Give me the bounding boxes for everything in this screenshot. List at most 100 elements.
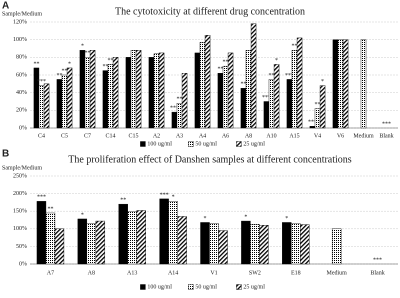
x-tick-label: C5 [61, 133, 68, 139]
bar [332, 39, 339, 129]
bar [199, 42, 206, 129]
y-tick-label: 150% [13, 209, 27, 215]
significance-marker: ** [240, 82, 246, 88]
legend-swatch [236, 284, 242, 290]
bar [168, 201, 178, 265]
bar [61, 74, 68, 129]
bar [33, 67, 40, 129]
bar [296, 37, 303, 129]
bar [331, 228, 342, 265]
bar [95, 220, 106, 265]
bar [250, 224, 260, 265]
significance-marker: ** [217, 67, 223, 73]
bar [43, 83, 50, 129]
bar [177, 216, 187, 265]
bar [291, 223, 301, 265]
x-tick-label: Blank [379, 133, 393, 139]
significance-marker: *** [37, 79, 46, 85]
significance-marker: * [68, 61, 71, 67]
legend-label: 100 ug/ml [147, 141, 172, 147]
significance-marker: ** [108, 58, 114, 64]
legend-label: 50 ug/ml [195, 284, 217, 290]
bar [153, 53, 160, 129]
bar [194, 52, 201, 129]
bar [241, 220, 251, 265]
significance-marker: *** [37, 195, 46, 201]
bar [209, 223, 219, 265]
bar [309, 126, 316, 129]
significance-marker: * [204, 216, 207, 222]
bar [360, 39, 367, 129]
x-tick-label: Blank [370, 270, 384, 276]
bar [84, 57, 91, 129]
bar [300, 224, 310, 265]
significance-marker: ** [47, 206, 53, 212]
y-tick-label: 0% [19, 261, 27, 267]
x-tick-label: C7 [84, 133, 91, 139]
bar [89, 50, 96, 129]
bar [54, 228, 65, 265]
y-tick-label: 100% [13, 226, 27, 232]
bar [342, 39, 349, 129]
bar [77, 218, 88, 265]
y-tick-label: 20% [16, 108, 27, 114]
bar [314, 108, 321, 129]
y-tick-label: 120% [13, 19, 27, 25]
bar [227, 52, 234, 129]
bar [250, 23, 257, 129]
x-tick-label: V1 [210, 270, 217, 276]
legend-label: 25 ug/ml [243, 141, 265, 147]
y-tick-label: 80% [16, 55, 27, 61]
significance-marker: * [172, 195, 175, 201]
y-tick-label: 0% [19, 125, 27, 131]
significance-marker: *** [262, 95, 271, 101]
bar [259, 225, 269, 265]
bar [38, 85, 45, 129]
bar [107, 64, 114, 129]
bar [337, 39, 344, 129]
significance-marker: * [81, 44, 84, 50]
x-tick-label: A6 [222, 133, 229, 139]
panel-label: A [2, 1, 9, 12]
bar [319, 85, 326, 129]
bar [86, 223, 97, 265]
legend-label: 25 ug/ml [243, 284, 265, 290]
x-tick-label: A15 [289, 133, 299, 139]
significance-marker: ** [177, 97, 183, 103]
significance-marker: *** [285, 73, 294, 79]
bar [291, 50, 298, 129]
bar [240, 88, 247, 129]
bar [56, 79, 63, 129]
significance-marker: ** [269, 73, 275, 79]
bar [45, 212, 56, 265]
legend-swatch [188, 141, 194, 147]
significance-marker: ** [223, 60, 229, 66]
x-tick-label: A8 [245, 133, 252, 139]
bar [200, 222, 210, 265]
bar [135, 50, 142, 129]
significance-marker: * [321, 79, 324, 85]
bar [268, 79, 275, 129]
legend-swatch [140, 284, 146, 290]
panel-label: B [2, 149, 9, 160]
y-tick-label: 60% [16, 72, 27, 78]
bar [66, 67, 73, 129]
chart-title: The cytotoxicity at different drug conce… [115, 6, 305, 17]
bar [181, 73, 188, 129]
bar [245, 50, 252, 129]
significance-marker: ** [85, 51, 91, 57]
y-tick-label: 100% [13, 37, 27, 43]
bar [79, 50, 86, 129]
x-tick-label: A14 [168, 270, 178, 276]
bar [171, 111, 178, 129]
x-tick-label: C15 [128, 133, 138, 139]
bar [286, 79, 293, 129]
significance-marker: *** [160, 192, 169, 198]
x-tick-label: C4 [38, 133, 45, 139]
bar [217, 73, 224, 129]
x-tick-label: A2 [153, 133, 160, 139]
bar [102, 70, 109, 129]
y-tick-label: 40% [16, 90, 27, 96]
y-axis-label: Sample/Medium [2, 165, 42, 171]
bar [159, 198, 169, 265]
